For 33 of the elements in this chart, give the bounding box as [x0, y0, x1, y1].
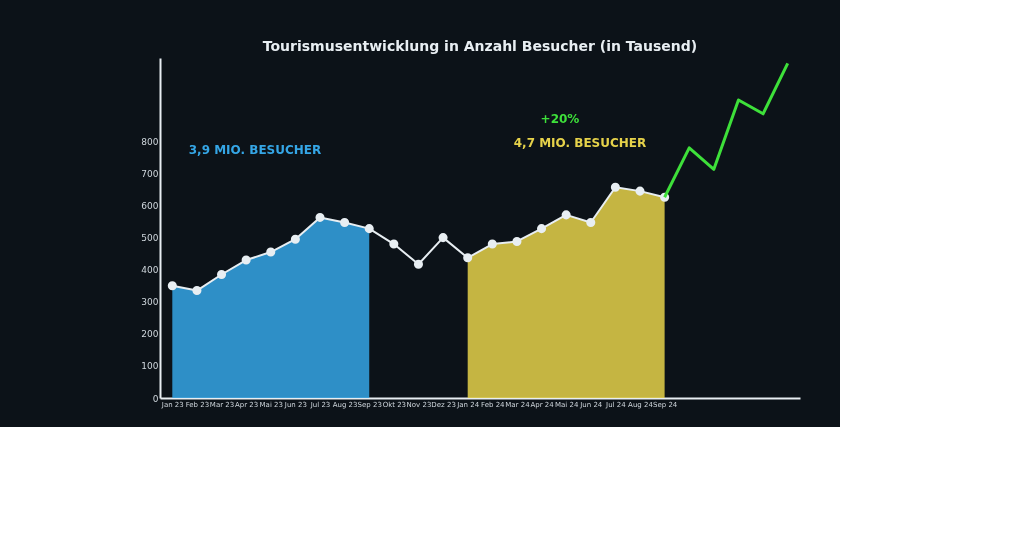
point [487, 239, 497, 249]
point [192, 286, 202, 296]
chart-title: Tourismusentwicklung in Anzahl Besucher (in Tausend) [262, 38, 698, 54]
point [315, 212, 325, 222]
point [389, 239, 399, 249]
y-tick-label: 400 [141, 265, 159, 276]
y-tick-label: 500 [141, 233, 159, 244]
point [463, 253, 473, 263]
point [610, 182, 620, 192]
annotation: +20% [540, 112, 580, 127]
point [266, 247, 276, 257]
y-tick-label: 100 [141, 361, 159, 372]
y-tick-label: 700 [141, 168, 159, 179]
point [217, 269, 227, 280]
point [561, 210, 571, 220]
point [537, 224, 547, 234]
y-tick-label: 600 [141, 201, 159, 212]
y-tick-label: 800 [141, 136, 159, 147]
point [413, 259, 423, 269]
y-tick-label: 300 [141, 297, 159, 308]
y-tick-label: 0 [152, 393, 159, 404]
annotation: 4,7 MIO. BESUCHER [513, 136, 647, 150]
point [167, 281, 177, 291]
point [340, 218, 350, 228]
annotation: 3,9 MIO. BESUCHER [188, 142, 322, 157]
point [512, 236, 522, 246]
point [364, 224, 374, 234]
y-tick-label: 200 [141, 329, 159, 340]
point [241, 255, 251, 265]
point [438, 233, 448, 243]
point [290, 234, 300, 244]
point [635, 186, 645, 196]
point [586, 218, 596, 228]
